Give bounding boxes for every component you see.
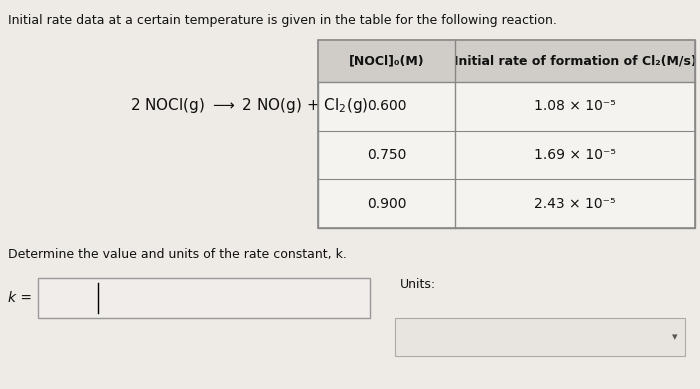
Text: [NOCl]₀(M): [NOCl]₀(M)	[349, 54, 424, 68]
Text: 2.43 × 10⁻⁵: 2.43 × 10⁻⁵	[534, 197, 616, 211]
Text: Initial rate of formation of Cl₂(M/s): Initial rate of formation of Cl₂(M/s)	[454, 54, 696, 68]
Bar	[318, 40, 695, 228]
Text: 0.600: 0.600	[367, 99, 406, 113]
Text: 1.69 × 10⁻⁵: 1.69 × 10⁻⁵	[534, 148, 616, 162]
Text: ▾: ▾	[672, 332, 678, 342]
Text: 1.08 × 10⁻⁵: 1.08 × 10⁻⁵	[534, 99, 616, 113]
Bar	[38, 278, 370, 318]
Bar	[395, 318, 685, 356]
Text: Initial rate data at a certain temperature is given in the table for the followi: Initial rate data at a certain temperatu…	[8, 14, 557, 27]
Bar	[318, 40, 695, 82]
Text: 2 NOCl(g) $\longrightarrow$ 2 NO(g) + Cl$_2$(g): 2 NOCl(g) $\longrightarrow$ 2 NO(g) + Cl…	[130, 96, 368, 114]
Text: k =: k =	[8, 291, 32, 305]
Text: 0.900: 0.900	[367, 197, 406, 211]
Text: Units:: Units:	[400, 278, 436, 291]
Text: Determine the value and units of the rate constant, k.: Determine the value and units of the rat…	[8, 248, 347, 261]
Bar	[318, 40, 695, 228]
Text: 0.750: 0.750	[367, 148, 406, 162]
